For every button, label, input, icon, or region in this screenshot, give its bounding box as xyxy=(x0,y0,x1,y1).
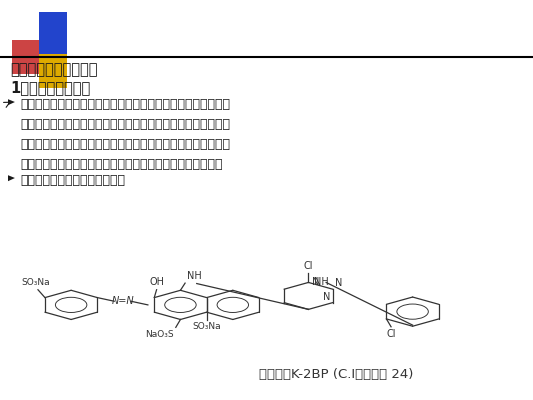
Text: NH: NH xyxy=(314,278,329,288)
Text: 活性染料的母体结构：: 活性染料的母体结构： xyxy=(11,62,98,77)
Text: SO₃Na: SO₃Na xyxy=(192,322,221,331)
Bar xyxy=(39,12,67,54)
Bar xyxy=(12,40,39,74)
Text: N: N xyxy=(335,278,342,288)
Polygon shape xyxy=(8,99,15,105)
Text: Cl: Cl xyxy=(386,329,396,339)
Text: 共平面性，以及增加与纤维形成氢键的基团数等来达到目的。: 共平面性，以及增加与纤维形成氢键的基团数等来达到目的。 xyxy=(20,158,223,172)
Text: N: N xyxy=(323,292,330,302)
Text: Cl: Cl xyxy=(304,261,313,271)
Text: NaO₃S: NaO₃S xyxy=(145,330,173,338)
Text: 列。近年来为改善这类染料的直接性，提高固色率，满足低盐或: 列。近年来为改善这类染料的直接性，提高固色率，满足低盐或 xyxy=(20,118,230,131)
Text: 活性艳红K-2BP (C.I反应性红 24): 活性艳红K-2BP (C.I反应性红 24) xyxy=(259,368,414,381)
Text: 无盐染色要求，常通过增大母体结构及分子量，提高母体结构的: 无盐染色要求，常通过增大母体结构及分子量，提高母体结构的 xyxy=(20,138,230,151)
Text: 偶氮活性染料多以单偶氮结构为主，尤其是红、黄、橙等浅色系: 偶氮活性染料多以单偶氮结构为主，尤其是红、黄、橙等浅色系 xyxy=(20,98,230,111)
Text: N: N xyxy=(312,278,320,288)
Text: SO₃Na: SO₃Na xyxy=(21,278,50,288)
Text: 单偶氮结构为主：黄、橙、红色: 单偶氮结构为主：黄、橙、红色 xyxy=(20,174,125,187)
Polygon shape xyxy=(8,175,15,181)
Text: NH: NH xyxy=(188,271,202,281)
Text: 1、偶氮类活性染料: 1、偶氮类活性染料 xyxy=(11,80,91,95)
Bar xyxy=(39,54,67,88)
Text: N=N: N=N xyxy=(111,296,134,306)
Text: OH: OH xyxy=(149,278,164,288)
